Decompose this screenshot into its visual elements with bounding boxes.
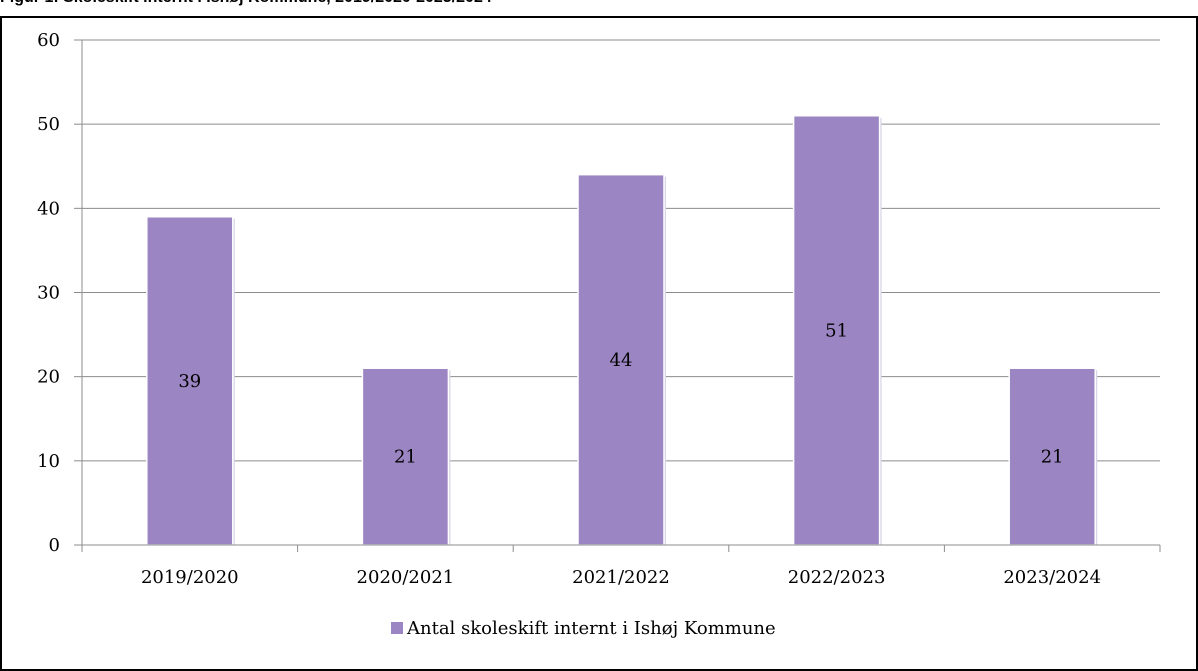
x-tick-label: 2020/2021	[357, 567, 455, 588]
bar	[361, 367, 450, 546]
data-labels: 39 21 44 51 21	[178, 320, 1063, 467]
bar	[1008, 367, 1096, 546]
legend-label: Antal skoleskift internt i Ishøj Kommune	[406, 618, 776, 639]
x-tick-label: 2019/2020	[141, 567, 239, 588]
x-tick-label: 2021/2022	[572, 567, 670, 588]
legend: Antal skoleskift internt i Ishøj Kommune	[391, 618, 776, 639]
legend-swatch	[391, 622, 403, 634]
bars	[146, 115, 1098, 546]
y-axis-ticks: 0 10 20 30 40 50 60	[37, 30, 82, 556]
bar-value-label: 21	[1041, 447, 1064, 468]
bar-value-label: 39	[178, 371, 201, 392]
figure-caption: Figur 1: Skoleskift internt i Ishøj Komm…	[0, 0, 1198, 8]
bar-value-label: 44	[610, 350, 633, 371]
y-tick-label: 10	[37, 451, 60, 472]
y-tick-label: 40	[37, 198, 60, 219]
bar	[792, 115, 881, 546]
x-tick-label: 2022/2023	[788, 567, 886, 588]
y-tick-label: 20	[37, 367, 60, 388]
y-tick-label: 50	[37, 114, 60, 135]
bar	[577, 173, 665, 546]
x-tick-label: 2023/2024	[1003, 567, 1101, 588]
bar-value-label: 21	[394, 447, 417, 468]
y-tick-label: 30	[37, 283, 60, 304]
x-axis-ticks: 2019/2020 2020/2021 2021/2022 2022/2023 2023…	[81, 545, 1161, 588]
bar	[146, 216, 234, 546]
y-tick-label: 0	[49, 535, 60, 556]
bar-value-label: 51	[825, 320, 848, 341]
y-tick-label: 60	[37, 30, 60, 51]
